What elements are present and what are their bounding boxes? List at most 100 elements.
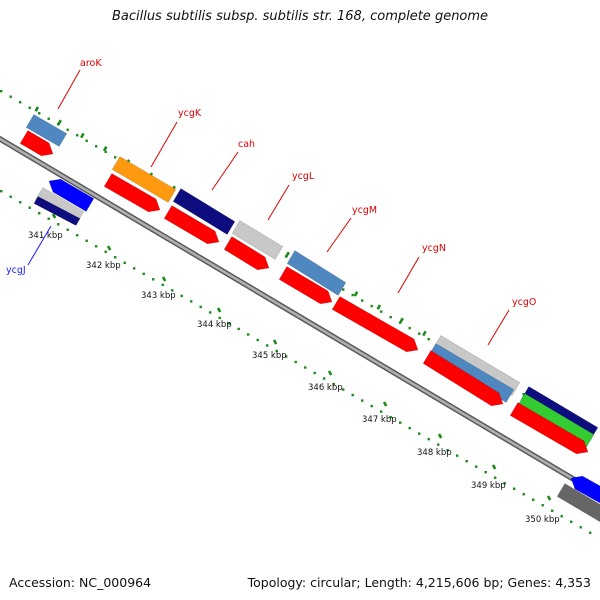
cds-arok-steelblue <box>25 114 68 147</box>
genome-summary-label: Topology: circular; Length: 4,215,606 bp… <box>247 575 591 590</box>
inner-ring-dot <box>19 201 22 204</box>
gene-label-leader <box>57 69 81 110</box>
inner-ring-dot <box>38 212 41 215</box>
inner-ring-dot <box>199 305 202 309</box>
inner-ring-dot <box>28 206 31 209</box>
outer-ring-tick <box>285 251 290 258</box>
inner-ring-dot <box>389 415 392 419</box>
outer-ring-dot <box>361 299 364 302</box>
cds-ycgj-navy <box>33 196 81 226</box>
inner-ring-dot <box>532 498 535 501</box>
gene-label: ycgO <box>512 297 536 308</box>
gene-label: ycgK <box>178 108 202 119</box>
gene-label: ycgM <box>352 205 377 216</box>
inner-ring-dot <box>541 504 544 507</box>
gene-label-leader <box>267 184 290 221</box>
inner-ring-dot <box>484 471 487 474</box>
accession-label: Accession: NC_000964 <box>9 575 152 590</box>
inner-ring-dot <box>266 344 269 347</box>
cds-ycgl <box>223 236 270 271</box>
inner-ring-dot <box>304 366 307 369</box>
outer-ring-dot <box>114 156 117 159</box>
inner-ring-dot <box>551 509 554 512</box>
outer-ring-dot <box>19 101 22 104</box>
inner-ring-tick <box>437 433 443 439</box>
inner-ring-dot <box>85 239 88 242</box>
outer-ring-tick <box>102 145 108 152</box>
inner-ring-dot <box>95 245 98 248</box>
inner-ring-dot <box>237 327 240 331</box>
inner-ring-dot <box>560 515 563 518</box>
genome-backbone <box>0 135 600 499</box>
inner-ring-dot <box>9 195 12 198</box>
inner-ring-dot <box>522 493 525 496</box>
inner-ring-dot <box>408 426 411 430</box>
outer-ring-dot <box>285 255 288 258</box>
inner-ring-dot <box>589 531 592 535</box>
gene-label: cah <box>238 139 255 150</box>
cds-cah <box>163 205 220 245</box>
inner-ring-dot <box>294 360 297 364</box>
inner-ring-dot <box>351 393 354 397</box>
outer-ring-dot <box>418 332 421 335</box>
inner-ring-dot <box>275 349 278 353</box>
inner-ring-dot <box>142 272 145 276</box>
outer-ring-dot <box>351 293 354 297</box>
inner-ring-dot <box>171 289 174 292</box>
inner-ring-dot <box>104 250 107 254</box>
outer-ring-dot <box>0 90 3 93</box>
inner-ring-dot <box>503 482 506 485</box>
outer-ring-tick <box>399 317 404 324</box>
inner-ring-dot <box>446 448 449 452</box>
outer-ring-dot <box>370 304 373 308</box>
cds-ycgo <box>422 350 504 407</box>
inner-ring-dot <box>313 371 316 375</box>
inner-ring-tick <box>51 213 57 219</box>
inner-ring-dot <box>133 267 136 270</box>
inner-ring-dot <box>427 437 430 441</box>
inner-ring-tick <box>216 307 222 313</box>
inner-ring-dot <box>342 388 345 391</box>
outer-ring-dot <box>427 337 430 341</box>
inner-ring-dot <box>332 382 335 386</box>
outer-ring-dot <box>76 134 79 137</box>
outer-ring-dot <box>104 150 107 154</box>
cds-ycgk <box>103 173 161 213</box>
inner-ring-dot <box>123 261 126 265</box>
gene-label-leader <box>150 121 178 168</box>
inner-ring-dot <box>494 476 497 479</box>
inner-ring-tick <box>327 370 333 376</box>
cds-ycgl-gray <box>231 220 284 260</box>
outer-ring-dot <box>47 117 50 120</box>
gene-labels: aroK ycgK cah ycgL ycgM ycgN ycgO ycgJ <box>6 58 536 346</box>
inner-ring-dot <box>437 443 440 446</box>
inner-ring-dot <box>570 520 573 523</box>
inner-ring-tick <box>546 495 552 501</box>
gene-label: aroK <box>80 58 102 69</box>
feature-track <box>19 114 600 523</box>
outer-ring-dot <box>28 106 31 109</box>
cds-next <box>509 402 589 455</box>
axis-tick-label: 345 kbp <box>252 351 287 361</box>
inner-ring-dot <box>247 333 250 336</box>
cds-edge-blue <box>570 475 600 504</box>
inner-ring-dot <box>256 338 259 342</box>
outer-ring-tick <box>376 304 382 310</box>
inner-ring-dot <box>285 355 288 358</box>
inner-ring-dot <box>465 459 468 463</box>
outer-ring-dot <box>85 139 88 142</box>
inner-ring-tick <box>106 245 112 251</box>
axis-tick-label: 350 kbp <box>525 515 560 525</box>
cds-cah-navy <box>172 188 236 235</box>
inner-ring-dot <box>475 465 478 468</box>
inner-ring-dot <box>66 228 69 231</box>
cds-arok <box>19 130 54 157</box>
outer-ring-tick <box>34 106 40 112</box>
inner-ring-dot <box>218 316 221 320</box>
inner-ring-tick <box>382 401 388 407</box>
inner-ring-tick <box>161 276 167 282</box>
cds-edge-gray <box>556 483 600 523</box>
gene-label-leader <box>211 151 239 191</box>
outer-ring-dot <box>408 326 411 330</box>
